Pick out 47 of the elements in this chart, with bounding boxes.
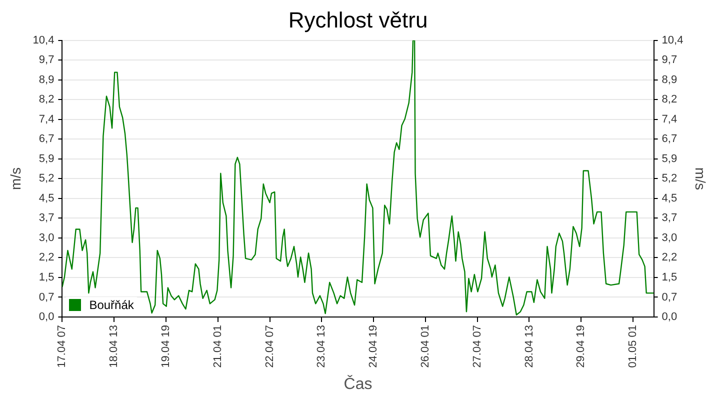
y-tick-label: 0,7 xyxy=(38,291,54,304)
y-axis-title: m/s xyxy=(7,167,24,190)
x-tick-label: 19.04 19 xyxy=(160,324,172,368)
x-tick-label: 24.04 19 xyxy=(368,324,380,368)
y-tick-label: 8,9 xyxy=(38,74,54,86)
y2-tick-label: 3,0 xyxy=(662,232,678,244)
y-tick-label: 5,2 xyxy=(38,172,54,185)
y-tick-label: 7,4 xyxy=(38,113,54,126)
x-tick-label: 27.04 07 xyxy=(471,324,484,368)
y2-tick-label: 2,2 xyxy=(662,252,678,264)
y-tick-label: 9,7 xyxy=(38,54,54,66)
y2-tick-label: 5,2 xyxy=(662,172,678,185)
x-tick-label: 21.04 01 xyxy=(212,324,224,368)
y2-tick-label: 8,2 xyxy=(662,94,678,106)
y-tick-label: 10,4 xyxy=(32,34,54,46)
y-tick-label: 1,5 xyxy=(38,271,54,284)
y-tick-label: 0,0 xyxy=(38,311,54,324)
y2-tick-label: 6,7 xyxy=(662,133,678,146)
y-tick-label: 3,0 xyxy=(38,232,54,244)
x-tick-label: 22.04 07 xyxy=(264,324,276,368)
y-tick-label: 2,2 xyxy=(38,252,54,264)
y-tick-label: 5,9 xyxy=(38,152,54,165)
y2-tick-label: 8,9 xyxy=(662,74,678,86)
x-tick-label: 29.04 19 xyxy=(575,324,588,368)
chart-title: Rychlost větru xyxy=(288,7,428,32)
x-tick-label: 17.04 07 xyxy=(56,324,68,368)
y2-tick-label: 10,4 xyxy=(662,34,684,46)
y2-tick-label: 4,5 xyxy=(662,192,678,204)
y-tick-label: 8,2 xyxy=(38,94,54,106)
y2-tick-label: 7,4 xyxy=(662,113,678,126)
y2-tick-label: 0,0 xyxy=(662,311,678,324)
y2-tick-label: 0,7 xyxy=(662,291,678,304)
legend-label: Bouřňák xyxy=(89,298,134,312)
x-tick-label: 18.04 13 xyxy=(108,324,120,368)
y2-tick-label: 1,5 xyxy=(662,271,678,284)
y2-tick-label: 3,7 xyxy=(662,212,678,224)
y2-tick-label: 5,9 xyxy=(662,152,678,165)
y2-tick-label: 9,7 xyxy=(662,54,678,66)
x-tick-label: 28.04 13 xyxy=(523,324,536,368)
y-tick-label: 6,7 xyxy=(38,133,54,146)
y-tick-label: 4,5 xyxy=(38,192,54,204)
x-tick-label: 23.04 13 xyxy=(316,324,328,368)
x-axis-title: Čas xyxy=(344,374,372,393)
x-tick-label: 26.04 01 xyxy=(419,324,432,368)
x-tick-label: 01.05 01 xyxy=(627,324,640,368)
y2-axis-title: m/s xyxy=(692,167,709,190)
y-tick-label: 3,7 xyxy=(38,212,54,224)
